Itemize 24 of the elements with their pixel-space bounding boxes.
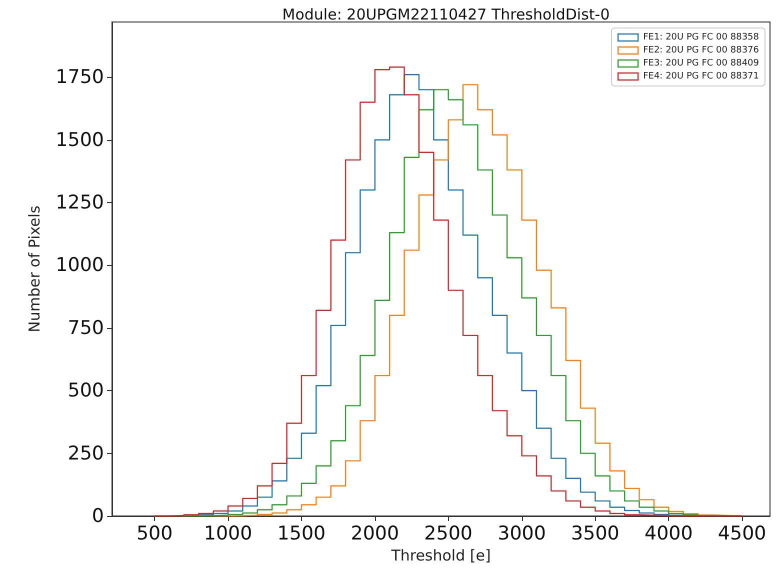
y-tick-label: 1500: [56, 128, 104, 151]
y-tick-label: 500: [68, 380, 104, 402]
x-tick-label: 1000: [204, 522, 252, 544]
x-tick-label: 3500: [571, 522, 620, 544]
x-tick-label: 2000: [350, 522, 400, 544]
y-tick-label: 1750: [56, 66, 104, 88]
x-tick-label: 4000: [644, 522, 693, 544]
legend-label: FE4: 20U PG FC 00 88371: [643, 72, 760, 82]
legend-label: FE2: 20U PG FC 00 88376: [643, 46, 760, 56]
x-axis-title: Threshold [e]: [390, 546, 491, 564]
y-tick-label: 1000: [56, 254, 104, 276]
x-tick-label: 500: [136, 522, 173, 544]
x-tick-label: 4500: [718, 522, 766, 544]
chart-title: Module: 20UPGM22110427 ThresholdDist-0: [282, 6, 610, 24]
x-tick-label: 2500: [424, 522, 473, 544]
legend-label: FE3: 20U PG FC 00 88409: [643, 58, 760, 68]
y-axis-title: Number of Pixels: [26, 205, 44, 332]
y-tick-label: 750: [68, 316, 104, 339]
x-tick-label: 1500: [277, 522, 326, 544]
y-tick-label: 250: [68, 442, 104, 464]
x-tick-label: 3000: [498, 522, 546, 544]
y-tick-label: 0: [92, 505, 104, 527]
y-tick-label: 1250: [56, 192, 104, 214]
legend-label: FE1: 20U PG FC 00 88358: [643, 32, 760, 42]
